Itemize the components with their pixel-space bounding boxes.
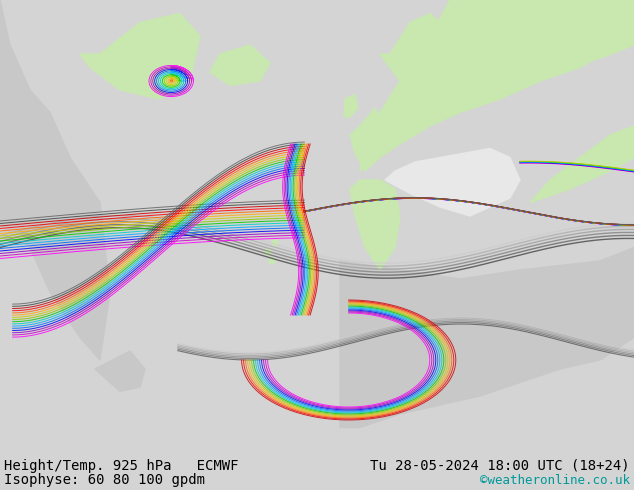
Polygon shape	[210, 45, 270, 85]
Text: Tu 28-05-2024 18:00 UTC (18+24): Tu 28-05-2024 18:00 UTC (18+24)	[370, 459, 630, 473]
Polygon shape	[350, 180, 400, 270]
Text: Isophyse: 60 80 100 gpdm: Isophyse: 60 80 100 gpdm	[4, 473, 205, 487]
Polygon shape	[80, 14, 200, 99]
Polygon shape	[360, 0, 634, 171]
Text: ©weatheronline.co.uk: ©weatheronline.co.uk	[480, 474, 630, 487]
Circle shape	[269, 258, 275, 264]
Polygon shape	[344, 95, 358, 117]
Polygon shape	[460, 0, 634, 113]
Polygon shape	[380, 14, 460, 113]
Polygon shape	[95, 351, 145, 392]
Polygon shape	[530, 126, 634, 202]
Text: Height/Temp. 925 hPa   ECMWF: Height/Temp. 925 hPa ECMWF	[4, 459, 238, 473]
Polygon shape	[0, 0, 110, 360]
Polygon shape	[350, 108, 385, 171]
Circle shape	[272, 240, 278, 246]
Polygon shape	[385, 148, 520, 216]
Polygon shape	[340, 247, 634, 427]
Circle shape	[265, 249, 271, 255]
